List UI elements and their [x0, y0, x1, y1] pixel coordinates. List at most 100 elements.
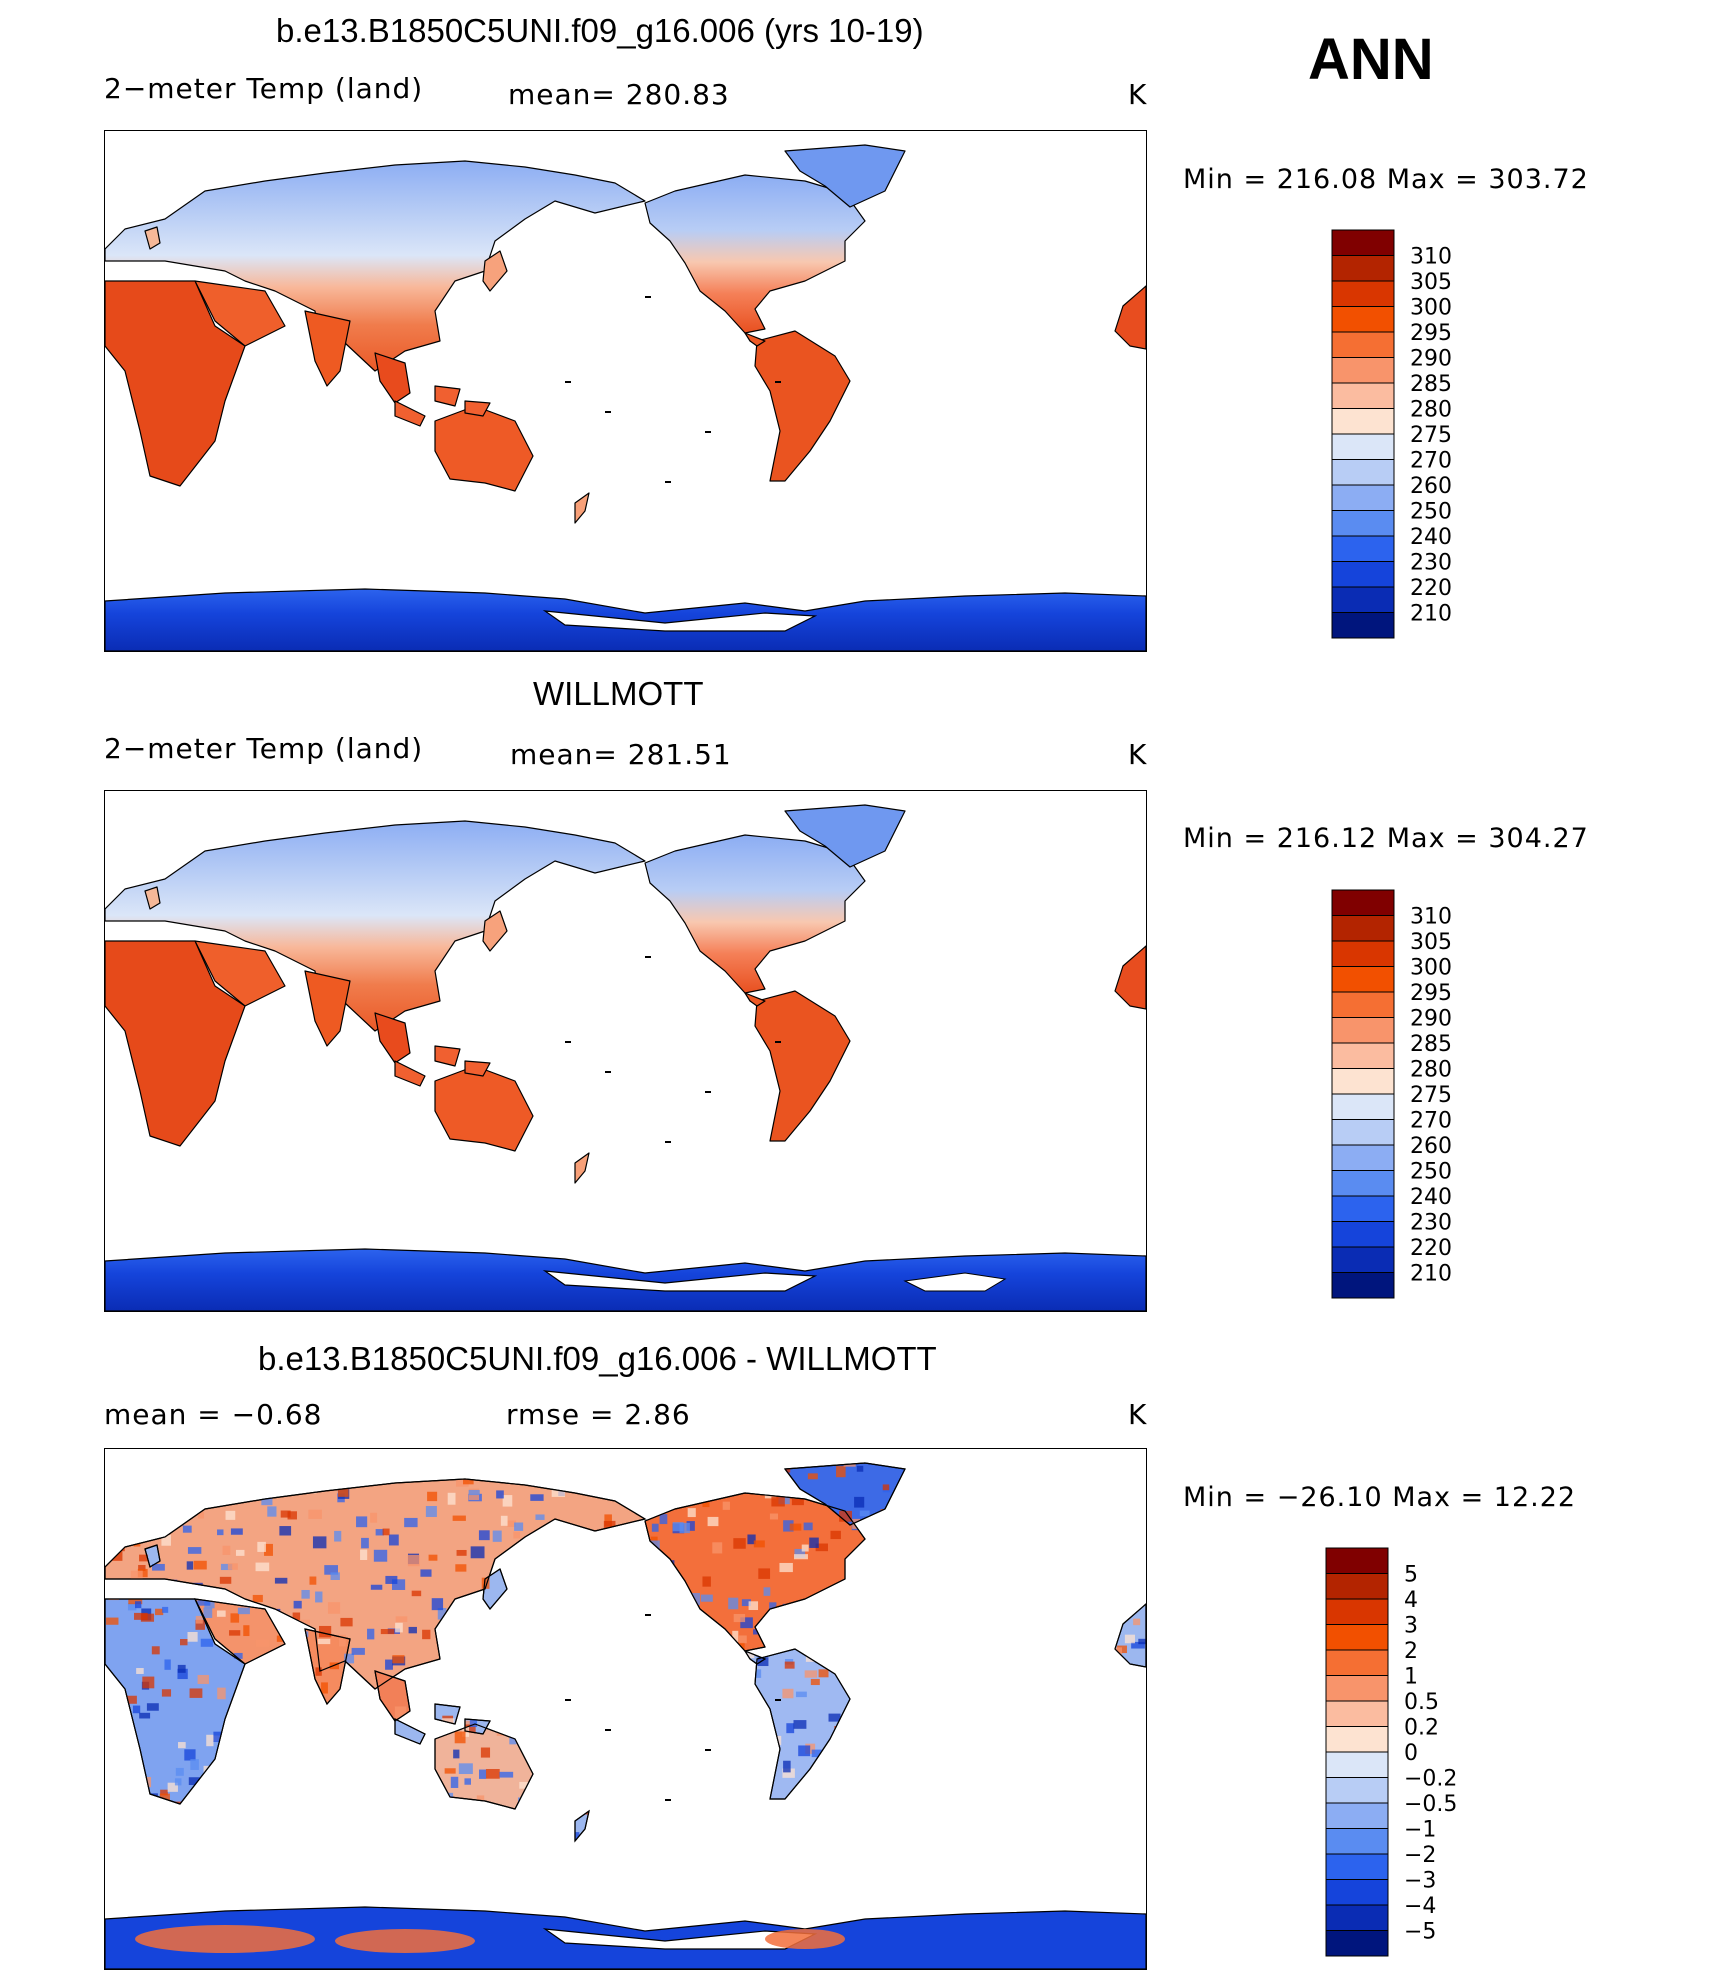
speckle [357, 1825, 368, 1836]
speckle [245, 1849, 254, 1857]
speckle [287, 1511, 297, 1520]
panel-1-minmax: Min = 216.08 Max = 303.72 [1183, 164, 1589, 195]
speckle [733, 1613, 746, 1623]
season-label: ANN [1308, 27, 1434, 92]
speckle [134, 1612, 148, 1620]
speckle [394, 1706, 407, 1719]
speckle [1031, 1837, 1045, 1841]
speckle [112, 1546, 120, 1553]
colorbar-label: 4 [1404, 1588, 1418, 1613]
speckle [377, 1822, 392, 1834]
speckle [195, 1615, 203, 1624]
speckle [1098, 1617, 1110, 1627]
speckle [420, 1806, 435, 1812]
colorbar-label: 305 [1410, 930, 1452, 955]
speckle [344, 1815, 351, 1827]
speckle [846, 1579, 854, 1592]
island [775, 1041, 781, 1043]
speckle [740, 1617, 753, 1629]
speckle [1033, 1575, 1044, 1582]
speckle [479, 1769, 487, 1779]
speckle [253, 1668, 261, 1679]
speckle [509, 1737, 517, 1745]
speckle [226, 1738, 234, 1747]
colorbar-label: 300 [1410, 956, 1452, 981]
land-westafrica [1114, 285, 1146, 350]
speckle [672, 1522, 684, 1532]
speckle [373, 1549, 388, 1562]
speckle [787, 1631, 795, 1642]
speckle [836, 1466, 846, 1478]
colorbar-label: 0.5 [1404, 1690, 1439, 1715]
colorbar-box [1331, 408, 1395, 435]
speckle [519, 1781, 529, 1789]
speckle [659, 1589, 667, 1598]
speckle [339, 1708, 352, 1716]
colorbar-label: 230 [1410, 551, 1452, 576]
speckle [230, 1463, 245, 1464]
speckle [430, 1463, 443, 1467]
speckle [573, 1716, 583, 1723]
speckle [888, 1736, 899, 1743]
speckle [1104, 1633, 1117, 1640]
speckle [624, 1758, 637, 1768]
colorbar-label: 285 [1410, 1032, 1452, 1057]
speckle [289, 1732, 300, 1744]
speckle [331, 1721, 346, 1730]
colorbar-label: 285 [1410, 372, 1452, 397]
speckle [848, 1643, 855, 1654]
speckle [679, 1597, 689, 1605]
island [645, 1614, 651, 1616]
speckle [782, 1768, 795, 1778]
speckle [771, 1735, 782, 1746]
speckle [679, 1767, 690, 1774]
speckle [801, 1623, 810, 1630]
speckle [137, 1568, 148, 1578]
speckle [458, 1763, 473, 1775]
speckle [386, 1726, 396, 1736]
panel-2-map [104, 790, 1147, 1312]
speckle [562, 1836, 576, 1841]
speckle [635, 1630, 647, 1640]
speckle [289, 1482, 298, 1495]
panel-2-minmax: Min = 216.12 Max = 304.27 [1183, 823, 1589, 854]
colorbar-box [1331, 1221, 1395, 1248]
land-indonesia [394, 385, 491, 427]
colorbar-label: 210 [1410, 1262, 1452, 1287]
speckle [255, 1562, 270, 1572]
colorbar-label: 240 [1410, 525, 1452, 550]
speckle [412, 1818, 420, 1831]
speckle [1021, 1794, 1033, 1800]
speckle [786, 1723, 795, 1734]
speckle [233, 1652, 243, 1659]
speckle [700, 1594, 713, 1602]
speckle [161, 1689, 172, 1697]
speckle [882, 1484, 890, 1491]
speckle [835, 1629, 843, 1636]
colorbar-box [1331, 306, 1395, 333]
speckle [319, 1625, 332, 1638]
land-samerica [754, 990, 851, 1142]
speckle [280, 1676, 290, 1688]
speckle [485, 1768, 500, 1779]
speckle [505, 1617, 519, 1627]
speckle [780, 1474, 787, 1485]
speckle [889, 1640, 897, 1653]
speckle [617, 1759, 632, 1769]
colorbar-label: 240 [1410, 1185, 1452, 1210]
speckle [743, 1664, 753, 1670]
speckle [108, 1825, 122, 1835]
panel-3-mean: mean = −0.68 [104, 1398, 323, 1431]
speckle [193, 1560, 207, 1570]
speckle [455, 1564, 467, 1572]
speckle [468, 1807, 477, 1819]
speckle [576, 1681, 588, 1688]
speckle [458, 1692, 469, 1702]
speckle [846, 1667, 860, 1677]
speckle [517, 1726, 525, 1735]
speckle [217, 1687, 226, 1700]
speckle [465, 1686, 480, 1694]
speckle [667, 1658, 677, 1668]
speckle [914, 1833, 925, 1839]
land-nz [574, 1152, 590, 1184]
